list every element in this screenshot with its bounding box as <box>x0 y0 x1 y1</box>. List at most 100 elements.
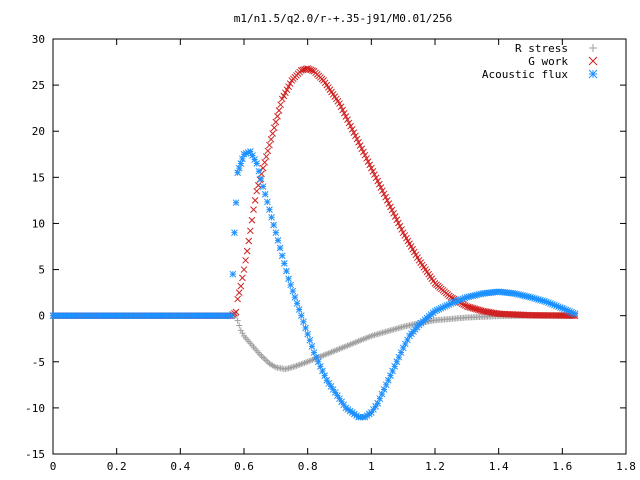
data-point <box>558 312 566 319</box>
data-point <box>377 184 385 191</box>
data-point <box>266 141 273 149</box>
data-point <box>255 167 263 175</box>
data-point <box>251 197 259 204</box>
data-point <box>283 267 290 275</box>
data-point <box>287 281 295 289</box>
data-point <box>264 147 272 155</box>
data-point <box>278 252 286 260</box>
data-point <box>541 312 549 319</box>
data-point <box>539 311 547 319</box>
data-point <box>291 293 299 301</box>
data-point <box>263 198 271 206</box>
data-point <box>546 312 553 319</box>
data-point <box>358 145 366 153</box>
x-tick-label: 0.2 <box>107 460 127 473</box>
data-point <box>237 160 245 167</box>
data-point <box>337 103 345 111</box>
data-point <box>234 317 241 324</box>
legend-marker <box>588 69 598 79</box>
data-point <box>340 109 348 117</box>
series-acoustic-flux <box>49 148 579 421</box>
y-tick-label: 0 <box>38 310 45 323</box>
series-g-work <box>49 65 579 320</box>
data-point <box>275 107 283 114</box>
data-point <box>366 161 374 169</box>
x-tick-label: 0.4 <box>170 460 190 473</box>
legend-label: R stress <box>515 42 568 55</box>
legend-label: G work <box>528 55 568 68</box>
y-tick-label: 15 <box>32 171 45 184</box>
x-tick-label: 1.2 <box>425 460 445 473</box>
data-point <box>232 199 240 207</box>
data-point <box>306 336 314 344</box>
data-point <box>262 153 270 160</box>
data-point <box>391 213 399 220</box>
data-point <box>261 190 269 198</box>
data-point <box>237 327 244 334</box>
data-point <box>250 206 257 213</box>
tick-group: 0 0.2 0.4 0.6 0.8 1 1.2 1.4 1.6 1.8 -15 -10 -5 0 5 10 15… <box>25 33 636 473</box>
data-point <box>257 175 265 183</box>
data-point <box>348 126 356 133</box>
data-point <box>344 116 351 124</box>
data-point <box>353 135 361 143</box>
data-point <box>551 312 558 319</box>
data-point <box>528 311 536 319</box>
data-point <box>253 187 261 195</box>
data-point <box>371 171 378 178</box>
data-point <box>261 158 269 166</box>
data-point <box>285 275 292 283</box>
data-point <box>530 311 538 319</box>
data-point <box>260 354 267 361</box>
data-point <box>240 266 248 273</box>
plot-border <box>52 38 627 455</box>
data-point <box>234 295 241 303</box>
y-tick-label: 25 <box>32 79 45 92</box>
data-point <box>261 356 268 363</box>
data-point <box>248 216 256 224</box>
data-point <box>372 174 380 182</box>
data-point <box>293 300 301 307</box>
data-point <box>360 148 367 156</box>
data-point <box>245 237 253 245</box>
data-point <box>531 311 539 319</box>
data-point <box>345 119 353 127</box>
y-tick-label: 10 <box>32 217 45 230</box>
data-point <box>393 216 401 224</box>
data-point <box>336 100 343 107</box>
data-point <box>239 155 246 163</box>
data-point <box>560 312 568 319</box>
data-point <box>280 260 288 267</box>
chart-title: m1/n1.5/q2.0/r-+.35-j91/M0.01/256 <box>234 12 453 25</box>
data-point <box>552 312 560 319</box>
data-point <box>535 311 542 319</box>
y-tick-label: -5 <box>32 356 45 369</box>
data-point <box>300 318 307 326</box>
x-tick-label: 0.6 <box>234 460 254 473</box>
data-point <box>247 227 254 235</box>
y-tick-label: -15 <box>25 448 45 461</box>
data-point <box>274 236 282 244</box>
data-point <box>268 213 275 221</box>
data-point <box>555 312 563 319</box>
data-point <box>242 256 249 264</box>
data-point <box>235 164 243 172</box>
data-point <box>253 160 261 167</box>
data-point <box>236 322 243 329</box>
plot-frame-group <box>52 38 627 455</box>
data-point <box>536 311 544 319</box>
data-point <box>390 209 397 217</box>
y-tick-label: 5 <box>38 264 45 277</box>
x-tick-label: 0.8 <box>298 460 318 473</box>
data-point <box>289 287 297 295</box>
data-point <box>379 187 386 195</box>
data-point <box>276 244 284 252</box>
x-tick-label: 1.6 <box>552 460 572 473</box>
data-point <box>243 247 251 255</box>
data-point <box>533 311 541 319</box>
data-point <box>274 112 281 120</box>
data-point <box>227 312 235 320</box>
data-point <box>369 167 377 175</box>
data-point <box>388 206 396 214</box>
data-point <box>554 312 561 319</box>
